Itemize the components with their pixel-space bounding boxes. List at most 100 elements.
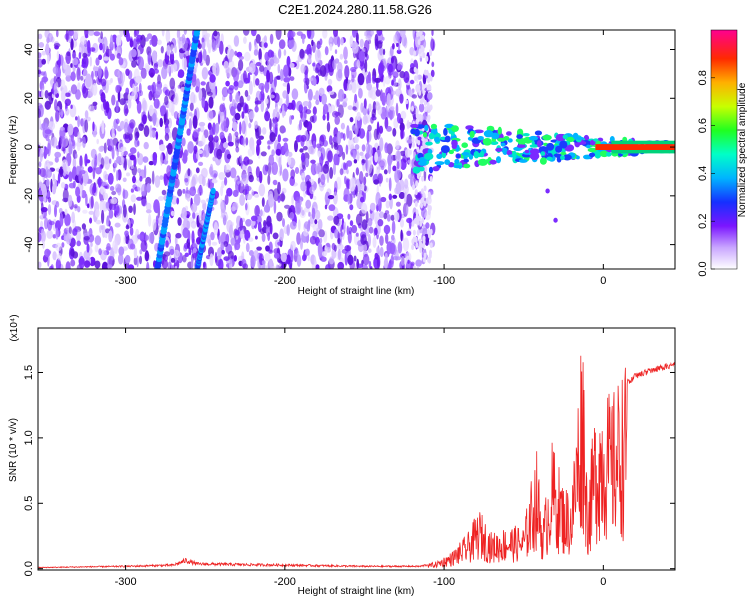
noise-speck bbox=[105, 48, 112, 57]
noise-speck bbox=[197, 127, 201, 132]
noise-speck bbox=[330, 104, 336, 112]
noise-speck bbox=[170, 210, 175, 217]
noise-speck bbox=[64, 208, 68, 216]
noise-speck bbox=[210, 231, 215, 241]
noise-speck bbox=[354, 135, 359, 144]
signal-blob bbox=[444, 135, 451, 143]
noise-speck bbox=[52, 66, 59, 75]
noise-speck bbox=[192, 252, 197, 259]
noise-speck bbox=[55, 201, 60, 208]
noise-speck bbox=[94, 244, 99, 253]
noise-speck bbox=[195, 57, 199, 63]
signal-core-edge bbox=[611, 150, 675, 154]
noise-speck bbox=[380, 196, 387, 203]
noise-speck bbox=[208, 110, 216, 119]
noise-speck bbox=[153, 62, 159, 70]
noise-speck bbox=[415, 68, 419, 75]
noise-speck bbox=[420, 145, 424, 152]
noise-speck bbox=[114, 222, 121, 228]
noise-speck bbox=[218, 258, 224, 269]
noise-speck bbox=[422, 52, 426, 59]
noise-speck bbox=[268, 154, 275, 166]
noise-speck bbox=[174, 45, 177, 54]
noise-speck bbox=[87, 40, 91, 54]
noise-speck bbox=[349, 117, 354, 123]
noise-speck bbox=[296, 232, 301, 245]
noise-speck bbox=[300, 63, 306, 74]
noise-speck bbox=[325, 264, 331, 269]
noise-speck bbox=[294, 140, 298, 153]
noise-speck bbox=[248, 80, 253, 95]
noise-speck bbox=[364, 39, 370, 53]
noise-speck bbox=[355, 213, 363, 226]
noise-speck bbox=[115, 118, 120, 125]
noise-speck bbox=[400, 218, 404, 228]
noise-speck bbox=[77, 115, 80, 128]
noise-speck bbox=[155, 131, 159, 140]
noise-speck bbox=[56, 50, 60, 61]
noise-speck bbox=[294, 167, 300, 174]
noise-speck bbox=[324, 191, 331, 205]
noise-speck bbox=[255, 166, 260, 178]
noise-speck bbox=[362, 115, 368, 125]
noise-speck bbox=[89, 217, 93, 224]
noise-speck bbox=[139, 255, 142, 265]
noise-speck bbox=[125, 224, 130, 230]
signal-blob bbox=[560, 151, 567, 156]
noise-speck bbox=[191, 230, 195, 244]
noise-speck bbox=[279, 108, 283, 114]
noise-speck bbox=[319, 238, 323, 244]
noise-speck bbox=[213, 135, 219, 143]
spectrogram-heatmap bbox=[38, 30, 675, 269]
noise-speck bbox=[79, 155, 83, 169]
signal-blob bbox=[496, 156, 501, 164]
signal-blob bbox=[412, 166, 421, 174]
noise-speck bbox=[322, 30, 328, 39]
noise-speck bbox=[234, 241, 241, 251]
x-tick-label: -300 bbox=[115, 275, 137, 287]
noise-speck bbox=[174, 265, 178, 269]
noise-speck bbox=[99, 42, 103, 51]
noise-speck bbox=[166, 44, 171, 56]
noise-speck bbox=[404, 148, 411, 158]
signal-blob bbox=[451, 143, 457, 149]
noise-speck bbox=[368, 103, 372, 112]
noise-speck bbox=[406, 204, 409, 216]
signal-blob bbox=[410, 123, 419, 128]
noise-speck bbox=[312, 62, 316, 67]
noise-speck bbox=[81, 223, 86, 230]
noise-speck bbox=[296, 254, 302, 267]
noise-speck bbox=[241, 111, 245, 119]
noise-speck bbox=[47, 196, 52, 203]
noise-speck bbox=[130, 194, 137, 203]
noise-speck bbox=[328, 204, 336, 212]
noise-speck bbox=[78, 47, 82, 53]
noise-speck bbox=[188, 247, 192, 256]
noise-speck bbox=[304, 221, 310, 230]
noise-speck bbox=[269, 33, 274, 45]
noise-speck bbox=[286, 224, 291, 236]
noise-speck bbox=[186, 193, 191, 202]
noise-speck bbox=[41, 76, 49, 83]
noise-speck bbox=[310, 162, 317, 176]
noise-speck bbox=[129, 154, 136, 161]
noise-speck bbox=[429, 228, 433, 235]
noise-speck bbox=[429, 242, 433, 249]
noise-speck bbox=[277, 195, 281, 203]
noise-speck bbox=[422, 192, 426, 199]
signal-blob bbox=[500, 142, 506, 147]
noise-speck bbox=[117, 70, 121, 79]
noise-speck bbox=[386, 214, 391, 222]
noise-speck bbox=[41, 58, 46, 65]
noise-speck bbox=[402, 237, 410, 252]
signal-blob bbox=[495, 147, 503, 152]
noise-speck bbox=[92, 166, 96, 180]
noise-speck bbox=[125, 68, 130, 77]
noise-speck bbox=[65, 74, 72, 82]
noise-speck bbox=[397, 112, 402, 124]
noise-speck bbox=[56, 30, 59, 38]
noise-speck bbox=[209, 74, 216, 83]
noise-speck bbox=[376, 30, 383, 36]
noise-speck bbox=[333, 191, 338, 205]
spectrogram-y-axis: -40 -20 0 20 40 bbox=[23, 43, 675, 253]
